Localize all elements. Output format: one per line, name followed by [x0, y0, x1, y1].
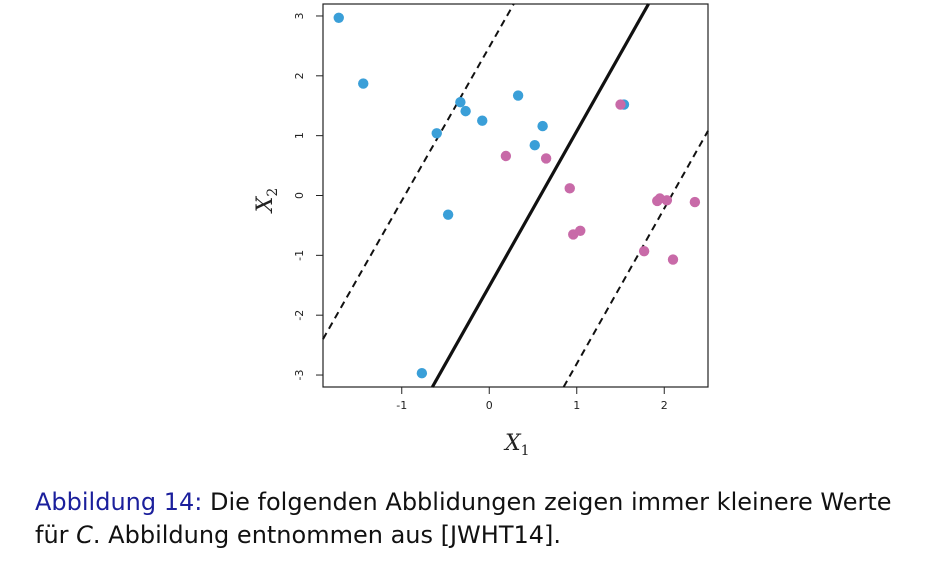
y-axis-title: X2 [253, 188, 281, 215]
point-series1-2 [540, 153, 552, 164]
x-tick-label: 0 [486, 399, 493, 412]
margin-line-1 [322, 3, 515, 340]
data-points [333, 12, 701, 379]
x-tick-label: 2 [661, 399, 668, 412]
point-series1-10 [667, 254, 679, 265]
point-series0-2 [455, 96, 466, 108]
point-series1-6 [638, 245, 650, 257]
point-series1-8 [652, 195, 663, 207]
separating-lines [322, 3, 709, 388]
y-axis: -3 -2 -1 0 1 2 3 [293, 12, 323, 381]
y-tick-label: 2 [293, 72, 306, 79]
y-tick-label: -1 [293, 250, 306, 261]
point-series0-1 [358, 78, 369, 89]
point-series1-3 [564, 183, 575, 194]
point-series0-5 [477, 115, 488, 126]
point-series1-1 [500, 150, 512, 162]
y-tick-label: 1 [293, 132, 306, 139]
point-series0-0 [333, 12, 344, 23]
caption-c-symbol: C [76, 521, 93, 549]
point-series0-8 [529, 140, 540, 151]
point-series0-11 [416, 368, 428, 379]
y-tick-label: -2 [293, 310, 306, 321]
x-axis: -1 0 1 2 [396, 387, 668, 412]
hyperplane-line [430, 3, 650, 388]
point-series0-10 [442, 209, 454, 220]
point-series0-4 [431, 128, 442, 139]
x-tick-label: -1 [396, 399, 407, 412]
point-series1-9 [661, 195, 673, 206]
scatter-plot: -1 0 1 2 -3 -2 -1 0 1 2 3 X1 X2 [253, 3, 709, 459]
caption-text-line2: . Abbildung entnommen aus [JWHT14]. [92, 521, 562, 549]
point-series0-6 [512, 90, 524, 101]
caption-label: Abbildung 14: [35, 488, 203, 516]
point-series1-11 [689, 196, 701, 208]
point-series1-5 [575, 225, 586, 237]
x-tick-label: 1 [573, 399, 580, 412]
x-axis-title: X1 [503, 431, 530, 459]
caption-text-line1: Die folgenden Abblidungen zeigen immer k… [202, 488, 892, 516]
point-series1-0 [615, 99, 626, 110]
plot-frame [322, 3, 709, 388]
point-series0-7 [537, 120, 548, 132]
point-series0-3 [460, 105, 471, 117]
y-tick-label: -3 [293, 370, 306, 381]
caption-text-pre: für [35, 521, 77, 549]
margin-line-2 [562, 130, 709, 388]
y-tick-label: 0 [293, 192, 306, 199]
figure-caption: Abbildung 14: Die folgenden Abblidungen … [35, 486, 925, 552]
y-tick-label: 3 [293, 12, 306, 19]
